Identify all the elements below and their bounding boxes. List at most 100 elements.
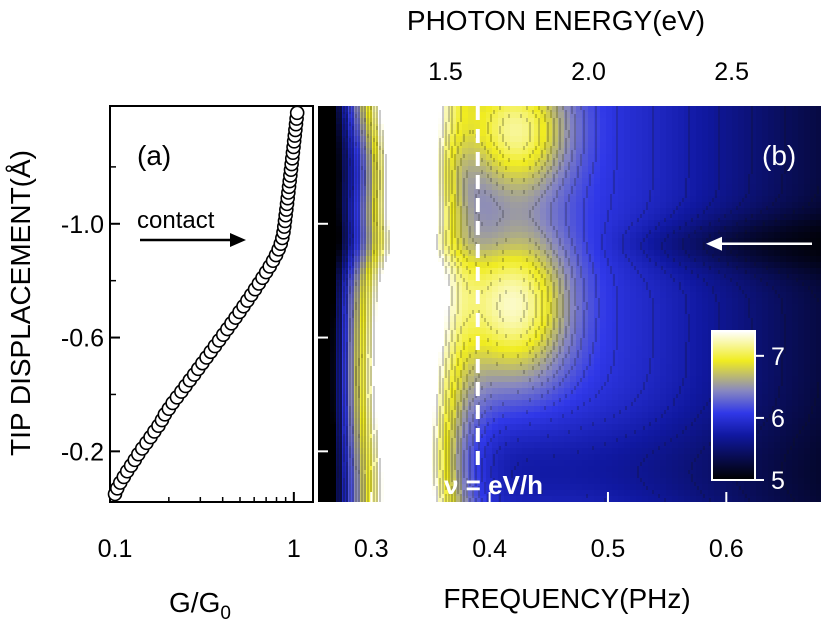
heatmap-cell (792, 208, 799, 215)
heatmap-cell (546, 310, 553, 317)
heatmap-cell (540, 226, 547, 233)
heatmap-cell (486, 130, 493, 137)
heatmap-cell (354, 394, 361, 401)
heatmap-cell (336, 406, 343, 413)
heatmap-cell (630, 364, 637, 371)
heatmap-cell (348, 130, 355, 137)
heatmap-cell (642, 130, 649, 137)
heatmap-cell (594, 154, 601, 161)
heatmap-cell (696, 262, 703, 269)
heatmap-cell (516, 322, 523, 329)
heatmap-cell (366, 112, 373, 119)
heatmap-cell (684, 442, 691, 449)
heatmap-cell (372, 376, 379, 383)
heatmap-cell (666, 118, 673, 125)
heatmap-cell (762, 274, 769, 281)
heatmap-cell (792, 370, 799, 377)
heatmap-cell (618, 436, 625, 443)
heatmap-cell (450, 400, 457, 407)
heatmap-cell (810, 322, 817, 329)
heatmap-cell (726, 238, 733, 245)
heatmap-cell (702, 436, 709, 443)
heatmap-cell (516, 304, 523, 311)
heatmap-cell (732, 166, 739, 173)
heatmap-cell (606, 370, 613, 377)
heatmap-cell (564, 376, 571, 383)
heatmap-cell (810, 310, 817, 317)
heatmap-cell (354, 154, 361, 161)
heatmap-cell (798, 286, 805, 293)
heatmap-cell (360, 268, 367, 275)
heatmap-cell (510, 118, 517, 125)
heatmap-cell (636, 418, 643, 425)
heatmap-cell (444, 364, 451, 371)
heatmap-cell (678, 130, 685, 137)
heatmap-cell (318, 394, 325, 401)
heatmap-cell (504, 418, 511, 425)
heatmap-cell (702, 298, 709, 305)
heatmap-cell (576, 304, 583, 311)
heatmap-cell (654, 130, 661, 137)
heatmap-cell (342, 388, 349, 395)
heatmap-cell (618, 364, 625, 371)
heatmap-cell (342, 292, 349, 299)
heatmap-cell (684, 172, 691, 179)
heatmap-cell (354, 256, 361, 263)
heatmap-cell (786, 148, 793, 155)
heatmap-cell (612, 184, 619, 191)
heatmap-cell (516, 244, 523, 251)
heatmap-cell (366, 214, 373, 221)
heatmap-cell (576, 316, 583, 323)
heatmap-cell (402, 358, 409, 365)
heatmap-cell (636, 196, 643, 203)
heatmap-cell (474, 394, 481, 401)
heatmap-cell (468, 400, 475, 407)
heatmap-cell (342, 358, 349, 365)
heatmap-cell (684, 448, 691, 455)
heatmap-cell (336, 424, 343, 431)
heatmap-cell (468, 208, 475, 215)
heatmap-cell (792, 250, 799, 257)
heatmap-cell (660, 130, 667, 137)
heatmap-cell (768, 166, 775, 173)
heatmap-cell (768, 160, 775, 167)
heatmap-cell (432, 388, 439, 395)
heatmap-cell (684, 196, 691, 203)
heatmap-cell (552, 226, 559, 233)
heatmap-cell (516, 166, 523, 173)
heatmap-cell (534, 106, 541, 113)
heatmap-cell (672, 340, 679, 347)
heatmap-cell (630, 400, 637, 407)
heatmap-cell (804, 106, 811, 113)
heatmap-cell (360, 232, 367, 239)
heatmap-cell (588, 172, 595, 179)
heatmap-cell (372, 448, 379, 455)
heatmap-cell (558, 346, 565, 353)
heatmap-cell (444, 112, 451, 119)
heatmap-cell (690, 106, 697, 113)
heatmap-cell (534, 358, 541, 365)
heatmap-cell (792, 274, 799, 281)
heatmap-cell (618, 136, 625, 143)
heatmap-cell (774, 382, 781, 389)
heatmap-cell (372, 400, 379, 407)
heatmap-cell (360, 118, 367, 125)
heatmap-cell (342, 316, 349, 323)
heatmap-cell (564, 118, 571, 125)
heatmap-cell (636, 268, 643, 275)
heatmap-cell (456, 376, 463, 383)
heatmap-cell (342, 238, 349, 245)
heatmap-cell (804, 352, 811, 359)
heatmap-cell (660, 376, 667, 383)
heatmap-cell (420, 406, 427, 413)
heatmap-cell (786, 226, 793, 233)
heatmap-cell (444, 436, 451, 443)
heatmap-cell (420, 430, 427, 437)
heatmap-cell (624, 196, 631, 203)
heatmap-cell (540, 406, 547, 413)
heatmap-cell (780, 178, 787, 185)
heatmap-cell (690, 130, 697, 137)
heatmap-cell (408, 250, 415, 257)
heatmap-cell (792, 400, 799, 407)
heatmap-cell (438, 250, 445, 257)
